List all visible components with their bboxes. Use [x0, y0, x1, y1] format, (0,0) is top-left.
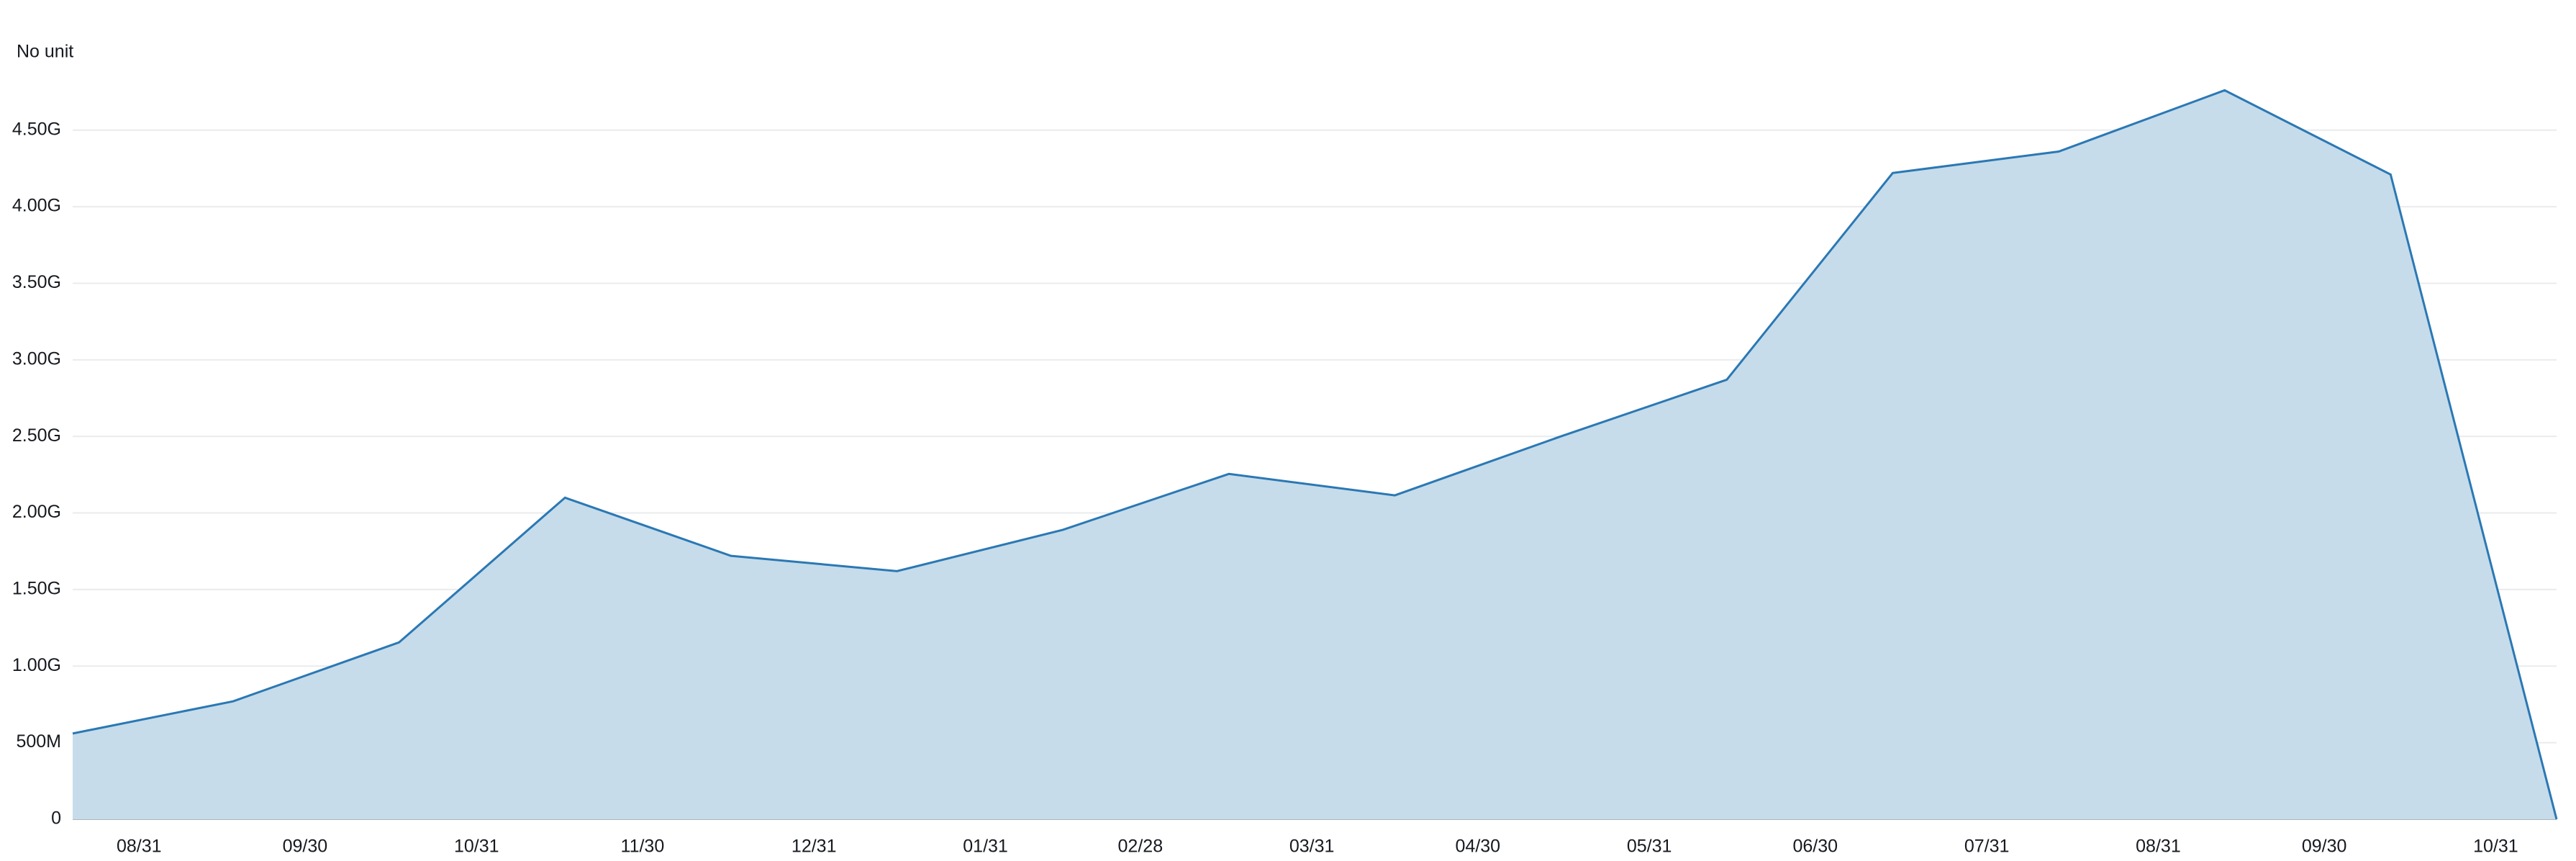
- x-tick-label: 10/31: [454, 837, 499, 857]
- x-tick-label: 02/28: [1118, 837, 1164, 857]
- x-tick-label: 06/30: [1793, 837, 1838, 857]
- x-tick-label: 11/30: [621, 837, 665, 857]
- y-tick-label: 1.00G: [12, 655, 61, 675]
- y-tick-label: 2.50G: [12, 425, 61, 446]
- y-unit-label: No unit: [17, 42, 73, 62]
- x-tick-label: 10/31: [2473, 837, 2518, 857]
- x-tick-label: 03/31: [1289, 837, 1335, 857]
- x-tick-label: 09/30: [2302, 837, 2347, 857]
- y-tick-label: 3.00G: [12, 348, 61, 369]
- x-tick-label: 01/31: [963, 837, 1008, 857]
- y-tick-label: 500M: [16, 731, 61, 752]
- area-fill: [73, 90, 2557, 819]
- y-tick-label: 1.50G: [12, 579, 61, 599]
- y-tick-label: 0: [51, 808, 61, 829]
- area-line: [72, 89, 2558, 820]
- y-tick-label: 4.50G: [12, 119, 61, 139]
- x-tick-label: 07/31: [1964, 837, 2010, 857]
- x-tick-label: 09/30: [283, 837, 328, 857]
- y-tick-label: 3.50G: [12, 272, 61, 292]
- x-tick-label: 08/31: [2136, 837, 2181, 857]
- y-tick-label: 4.00G: [12, 196, 61, 216]
- y-tick-label: 2.00G: [12, 502, 61, 522]
- x-tick-label: 08/31: [117, 837, 162, 857]
- x-tick-label: 04/30: [1456, 837, 1501, 857]
- x-tick-label: 05/31: [1627, 837, 1672, 857]
- x-tick-label: 12/31: [792, 837, 837, 857]
